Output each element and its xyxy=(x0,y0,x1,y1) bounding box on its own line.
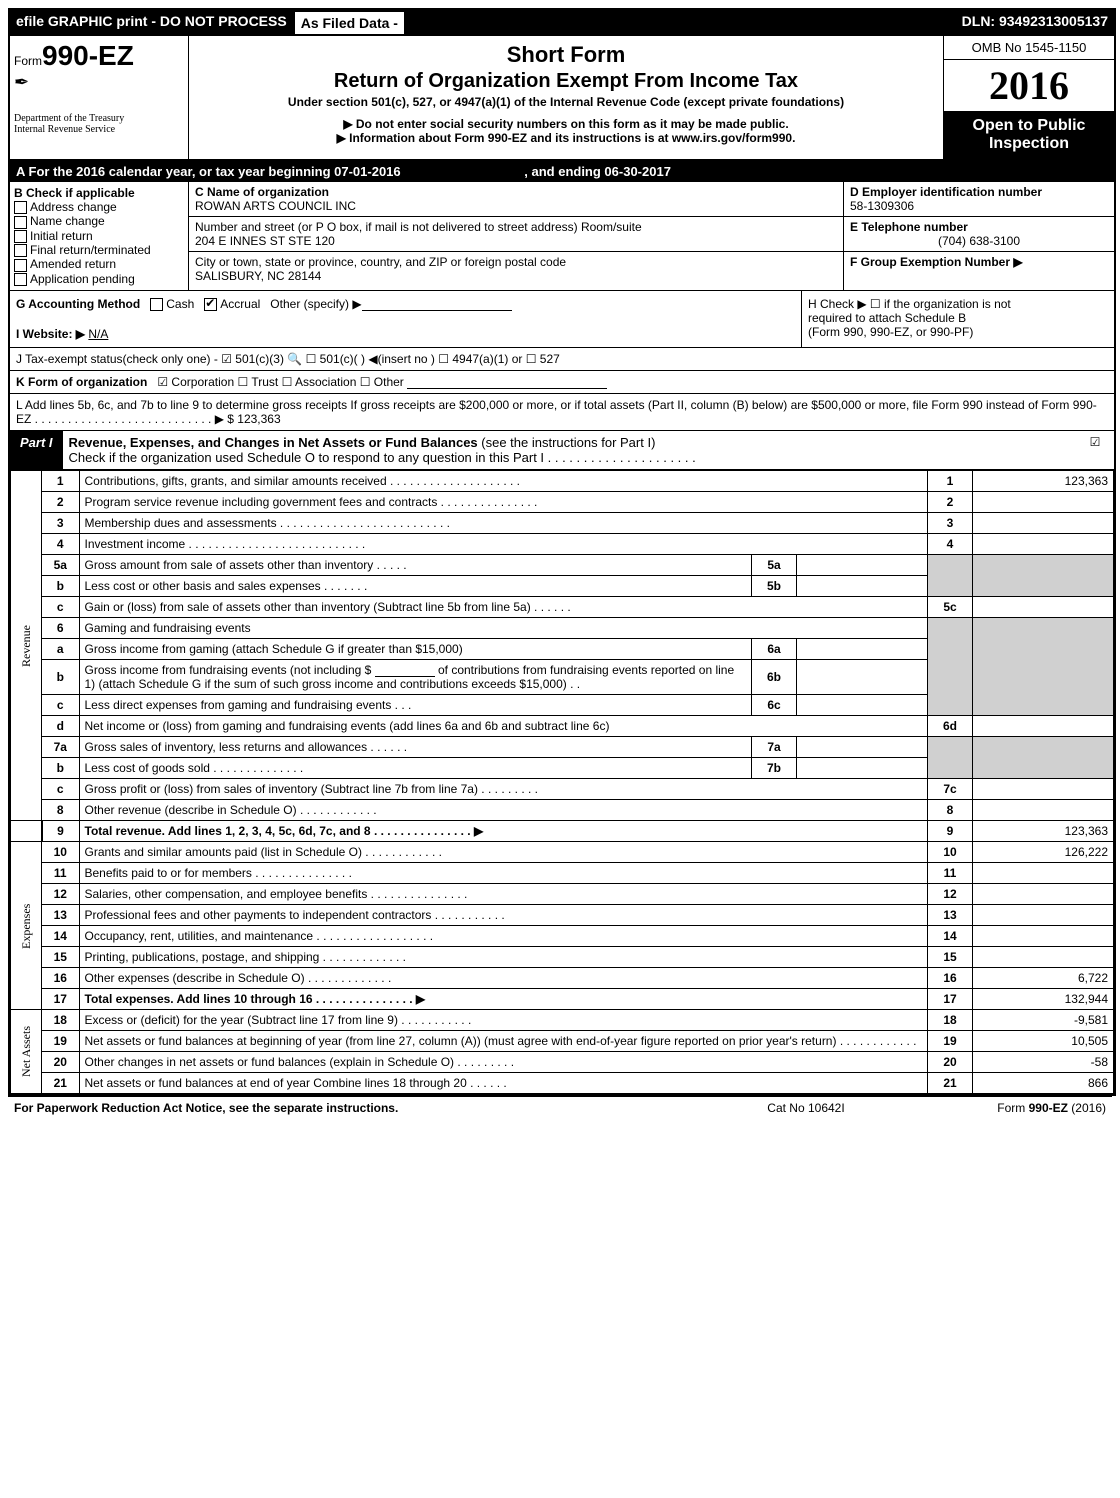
open-public-1: Open to Public xyxy=(946,117,1112,135)
k-options: ☑ Corporation ☐ Trust ☐ Association ☐ Ot… xyxy=(157,375,403,389)
d-label: D Employer identification number xyxy=(850,185,1108,199)
h-line3: (Form 990, 990-EZ, or 990-PF) xyxy=(808,325,1108,339)
org-name: ROWAN ARTS COUNCIL INC xyxy=(195,199,837,213)
col-b: B Check if applicable Address change Nam… xyxy=(10,182,189,290)
form-number: 990-EZ xyxy=(42,40,134,71)
footer-right: Form 990-EZ (2016) xyxy=(906,1101,1106,1115)
section-b-through-f: B Check if applicable Address change Nam… xyxy=(10,182,1114,291)
efile-label: efile GRAPHIC print - DO NOT PROCESS xyxy=(10,10,293,36)
form-990ez: efile GRAPHIC print - DO NOT PROCESS As … xyxy=(8,8,1116,1096)
h-line2: required to attach Schedule B xyxy=(808,311,1108,325)
website: N/A xyxy=(88,327,108,341)
footer: For Paperwork Reduction Act Notice, see … xyxy=(8,1096,1112,1119)
row-l: L Add lines 5b, 6c, and 7b to line 9 to … xyxy=(10,394,1114,431)
title-return: Return of Organization Exempt From Incom… xyxy=(197,70,935,93)
row-a: A For the 2016 calendar year, or tax yea… xyxy=(10,161,1114,182)
b-item[interactable]: Application pending xyxy=(14,272,184,286)
line-desc: Contributions, gifts, grants, and simila… xyxy=(79,471,928,492)
line-val: 123,363 xyxy=(973,471,1114,492)
g-label: G Accounting Method xyxy=(16,297,140,311)
i-label: I Website: ▶ xyxy=(16,327,85,341)
row-a-text: A For the 2016 calendar year, or tax yea… xyxy=(16,164,401,179)
part-i-label: Part I xyxy=(10,431,63,469)
row-k: K Form of organization ☑ Corporation ☐ T… xyxy=(10,371,1114,394)
dept-treasury: Department of the Treasury xyxy=(14,113,184,124)
dln-label: DLN: 93492313005137 xyxy=(956,10,1114,36)
top-bar: efile GRAPHIC print - DO NOT PROCESS As … xyxy=(10,10,1114,36)
form-prefix: Form xyxy=(14,54,42,68)
col-c: C Name of organization ROWAN ARTS COUNCI… xyxy=(189,182,843,290)
lines-table: Revenue 1 Contributions, gifts, grants, … xyxy=(10,470,1114,1094)
header-center: Short Form Return of Organization Exempt… xyxy=(189,36,943,159)
row-j: J Tax-exempt status(check only one) - ☑ … xyxy=(10,348,1114,371)
row-g-h: G Accounting Method Cash Accrual Other (… xyxy=(10,291,1114,348)
footer-mid: Cat No 10642I xyxy=(706,1101,906,1115)
dept-irs: Internal Revenue Service xyxy=(14,124,184,135)
row-a-end: , and ending 06-30-2017 xyxy=(524,164,671,179)
g-other: Other (specify) ▶ xyxy=(270,297,361,311)
footer-left: For Paperwork Reduction Act Notice, see … xyxy=(14,1101,706,1115)
tax-year: 2016 xyxy=(944,60,1114,111)
ein: 58-1309306 xyxy=(850,199,1108,213)
city: SALISBURY, NC 28144 xyxy=(195,269,837,283)
telephone: (704) 638-3100 xyxy=(850,234,1108,248)
b-item[interactable]: Amended return xyxy=(14,257,184,271)
open-public-2: Inspection xyxy=(946,135,1112,153)
cash-checkbox[interactable] xyxy=(150,298,163,311)
b-item[interactable]: Final return/terminated xyxy=(14,243,184,257)
j-text: J Tax-exempt status(check only one) - ☑ … xyxy=(16,352,560,366)
header: Form990-EZ ✒ Department of the Treasury … xyxy=(10,36,1114,161)
punch-hole-icon: ✒ xyxy=(14,72,184,93)
subtitle: Under section 501(c), 527, or 4947(a)(1)… xyxy=(197,95,935,109)
b-item[interactable]: Initial return xyxy=(14,229,184,243)
title-short-form: Short Form xyxy=(197,42,935,68)
header-right: OMB No 1545-1150 2016 Open to Public Ins… xyxy=(943,36,1114,159)
side-netassets: Net Assets xyxy=(11,1010,42,1094)
side-expenses: Expenses xyxy=(11,842,42,1010)
side-revenue: Revenue xyxy=(11,471,42,821)
part-i-check-line: Check if the organization used Schedule … xyxy=(69,450,696,465)
part-i-sub: (see the instructions for Part I) xyxy=(481,435,655,450)
k-label: K Form of organization xyxy=(16,375,147,389)
note-ssn: ▶ Do not enter social security numbers o… xyxy=(197,117,935,131)
city-label: City or town, state or province, country… xyxy=(195,255,837,269)
note-info: ▶ Information about Form 990-EZ and its … xyxy=(197,131,935,145)
e-label: E Telephone number xyxy=(850,220,1108,234)
accrual-checkbox[interactable] xyxy=(204,298,217,311)
part-i-header: Part I Revenue, Expenses, and Changes in… xyxy=(10,431,1114,470)
omb-no: OMB No 1545-1150 xyxy=(944,36,1114,60)
as-filed-label: As Filed Data - xyxy=(295,12,404,34)
h-line1: H Check ▶ ☐ if the organization is not xyxy=(808,297,1108,311)
open-public-box: Open to Public Inspection xyxy=(944,111,1114,159)
b-item[interactable]: Name change xyxy=(14,214,184,228)
part-i-checked[interactable]: ☑ xyxy=(1076,431,1114,469)
part-i-title: Revenue, Expenses, and Changes in Net As… xyxy=(69,435,482,450)
col-d-e-f: D Employer identification number 58-1309… xyxy=(843,182,1114,290)
c-label: C Name of organization xyxy=(195,185,837,199)
b-header: B Check if applicable xyxy=(14,186,184,200)
f-label: F Group Exemption Number ▶ xyxy=(850,255,1108,269)
street: 204 E INNES ST STE 120 xyxy=(195,234,837,248)
b-item[interactable]: Address change xyxy=(14,200,184,214)
header-left: Form990-EZ ✒ Department of the Treasury … xyxy=(10,36,189,159)
street-label: Number and street (or P O box, if mail i… xyxy=(195,220,837,234)
